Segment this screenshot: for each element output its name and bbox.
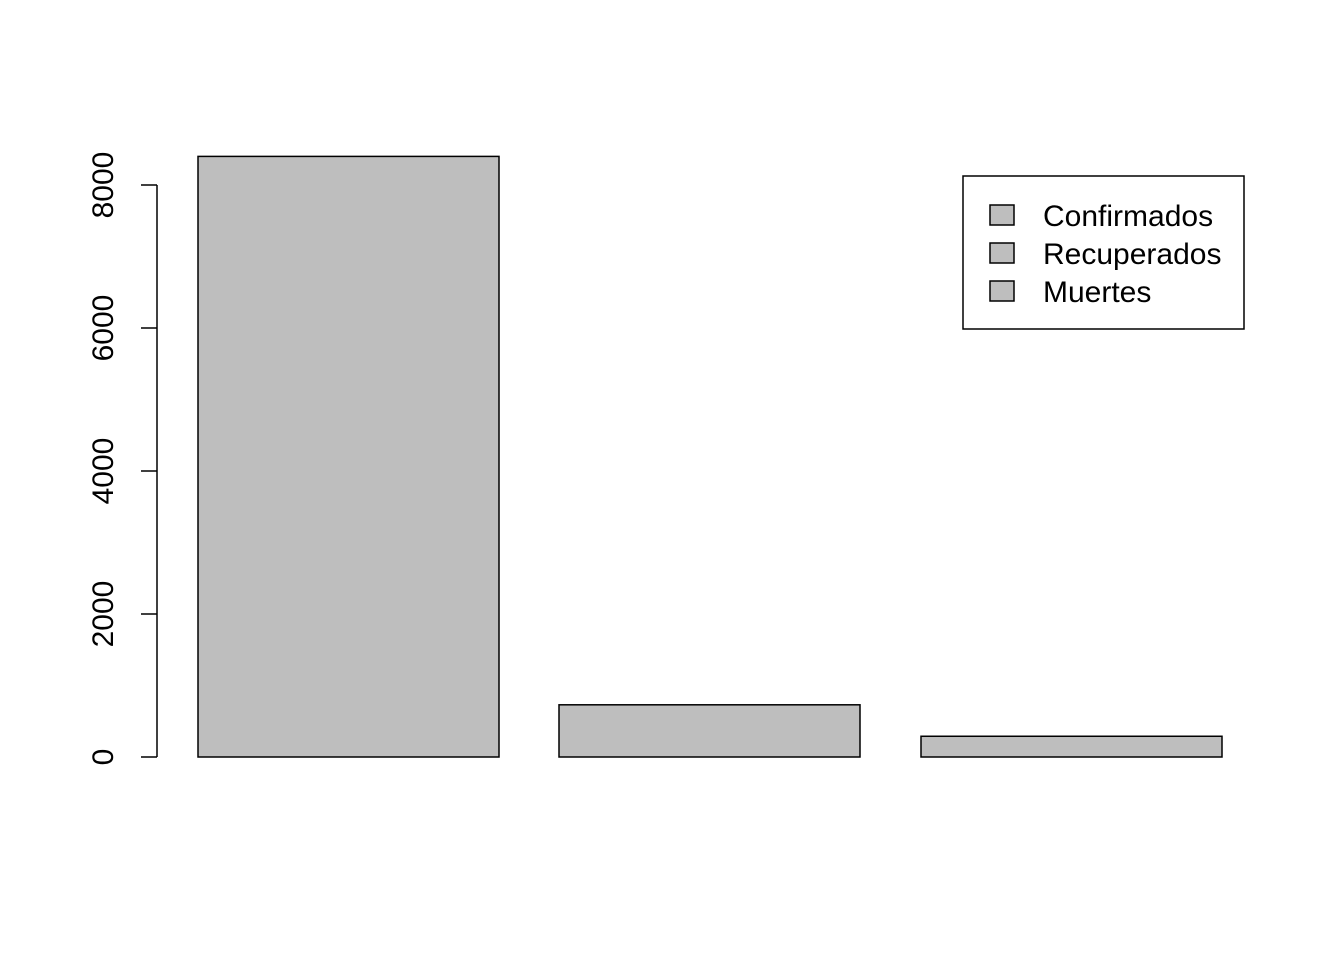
- y-tick-label: 6000: [87, 295, 120, 362]
- y-tick-label: 8000: [87, 152, 120, 219]
- bar-confirmados: [197, 155, 500, 758]
- bar-recuperados: [558, 704, 861, 758]
- legend-label: Muertes: [1043, 276, 1151, 309]
- legend-label: Recuperados: [1043, 238, 1221, 271]
- legend-swatch: [989, 204, 1015, 226]
- bar-muertes: [920, 735, 1223, 758]
- legend-label: Confirmados: [1043, 200, 1213, 233]
- y-tick-label: 2000: [87, 581, 120, 648]
- legend-swatch: [989, 280, 1015, 302]
- legend: Confirmados Recuperados Muertes: [962, 175, 1245, 330]
- bars: [197, 155, 1223, 758]
- legend-swatch: [989, 242, 1015, 264]
- y-axis: 0 2000 4000 6000 8000: [87, 152, 158, 766]
- y-tick-label: 4000: [87, 438, 120, 505]
- y-tick-label: 0: [87, 749, 120, 766]
